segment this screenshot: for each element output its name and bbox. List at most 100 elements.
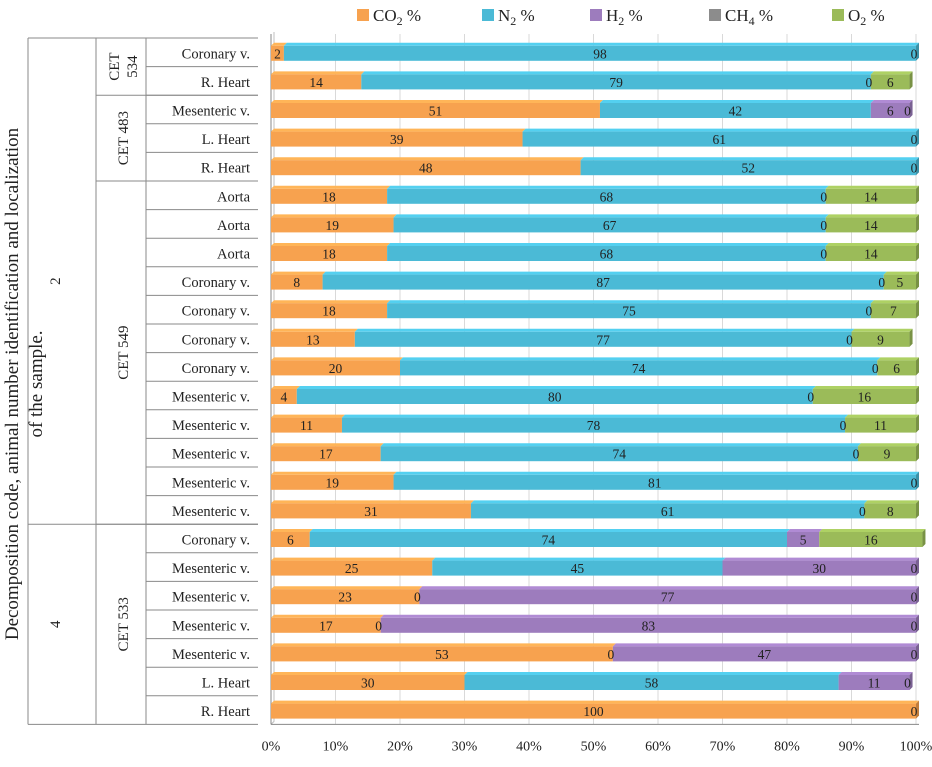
bar-segment-side <box>909 100 913 118</box>
x-tick-label: 80% <box>774 739 800 754</box>
bar-segment <box>870 74 910 90</box>
bar-segment <box>470 503 865 519</box>
bar-segment-top <box>522 128 919 132</box>
bar-row: 19 67 0 14 <box>271 214 919 233</box>
plot-back-wall <box>270 32 275 725</box>
category-label: R. Heart <box>201 704 250 720</box>
bar-segment-top <box>812 386 919 389</box>
bar-segment <box>271 589 420 605</box>
bar-segment-top <box>271 500 474 504</box>
bar-segment-top <box>845 414 919 418</box>
data-label: 48 <box>419 161 433 176</box>
data-label: 0 <box>607 647 614 662</box>
x-tick-label: 30% <box>452 739 478 754</box>
bar-row: 23 0 77 0 <box>271 586 919 605</box>
bar-segment <box>851 331 910 347</box>
category-label: Mesenteric v. <box>172 447 250 463</box>
bar-segment-top <box>309 529 790 532</box>
x-tick-label: 60% <box>645 739 671 754</box>
bar-segment <box>393 217 826 233</box>
bar-row: 31 61 0 8 <box>271 500 919 519</box>
bar-row: 17 0 83 0 <box>271 614 919 633</box>
data-label: 6 <box>887 104 894 119</box>
legend-item: N2 % <box>482 6 535 28</box>
data-label: 0 <box>820 218 827 233</box>
data-label: 9 <box>877 332 884 347</box>
bar-segment <box>580 160 916 176</box>
bar-segment-side <box>916 471 919 490</box>
data-label: 0 <box>911 475 918 490</box>
bar-row: 18 68 0 14 <box>271 243 919 262</box>
data-label: 8 <box>887 504 894 519</box>
bar-row: 18 75 0 7 <box>271 300 919 319</box>
data-label: 87 <box>596 275 610 290</box>
bar-segment <box>380 617 916 633</box>
data-label: 6 <box>287 533 294 548</box>
bar-row: 11 78 0 11 <box>271 414 919 433</box>
data-label: 6 <box>887 75 894 90</box>
bar-segment <box>387 188 826 204</box>
bar-segment-top <box>271 557 436 561</box>
x-tick-label: 20% <box>387 739 413 754</box>
data-label: 17 <box>319 618 333 633</box>
bar-segment-side <box>916 243 919 261</box>
data-label: 0 <box>911 46 918 61</box>
bar-segment <box>271 131 523 147</box>
data-label: 11 <box>868 676 881 691</box>
bar-segment <box>825 188 916 204</box>
bar-segment-top <box>271 128 526 132</box>
bar-segment <box>522 131 916 147</box>
bar-segment <box>322 274 884 290</box>
x-tick-label: 10% <box>323 739 349 754</box>
data-label: 58 <box>645 676 659 691</box>
legend-label: N2 % <box>498 6 535 28</box>
data-label: 0 <box>911 618 918 633</box>
data-label: 75 <box>622 304 636 319</box>
bar-segment-side <box>916 157 919 176</box>
data-label: 2 <box>274 46 281 61</box>
category-label: Coronary v. <box>182 361 250 377</box>
bar-segment <box>432 560 723 576</box>
bar-segment <box>387 303 871 319</box>
data-label: 31 <box>364 504 378 519</box>
bar-segment <box>271 675 465 690</box>
bar-segment-top <box>432 557 726 561</box>
bar-segment <box>271 274 323 290</box>
bar-segment-side <box>916 643 919 662</box>
data-label: 42 <box>729 104 743 119</box>
bar-segment-side <box>916 185 919 204</box>
data-label: 9 <box>884 447 891 462</box>
bar-segment-top <box>271 357 403 361</box>
data-label: 6 <box>893 361 900 376</box>
data-label: 77 <box>661 590 675 605</box>
data-label: 0 <box>859 504 866 519</box>
bar-segment-top <box>271 71 365 75</box>
data-label: 0 <box>853 447 860 462</box>
data-label: 79 <box>609 75 623 90</box>
data-label: 14 <box>864 247 878 262</box>
legend-item: O2 % <box>832 6 885 28</box>
legend-swatch <box>832 9 844 21</box>
category-label: L. Heart <box>202 676 250 692</box>
data-label: 17 <box>319 447 333 462</box>
bar-segment-side <box>909 328 913 347</box>
bar-segment-top <box>361 71 874 75</box>
bar-segment <box>400 360 878 376</box>
bar-segment <box>845 417 916 433</box>
category-label: Coronary v. <box>182 46 250 62</box>
bar-segment-side <box>916 586 919 605</box>
data-label: 4 <box>281 390 288 405</box>
legend-item: H2 % <box>590 6 643 28</box>
bar-segment-top <box>271 300 391 304</box>
data-label: 67 <box>603 218 617 233</box>
bar-segment <box>271 503 471 519</box>
bar-segment-top <box>612 643 919 647</box>
animal-group-label: CET 483 <box>116 111 132 165</box>
data-label: 14 <box>864 189 878 204</box>
x-tick-label: 50% <box>581 739 607 754</box>
bar-segment-top <box>580 157 919 161</box>
data-label: 30 <box>361 676 375 691</box>
bar-segment-top <box>387 243 829 246</box>
bar-segment-top <box>864 500 919 504</box>
bar-segment <box>271 417 342 433</box>
